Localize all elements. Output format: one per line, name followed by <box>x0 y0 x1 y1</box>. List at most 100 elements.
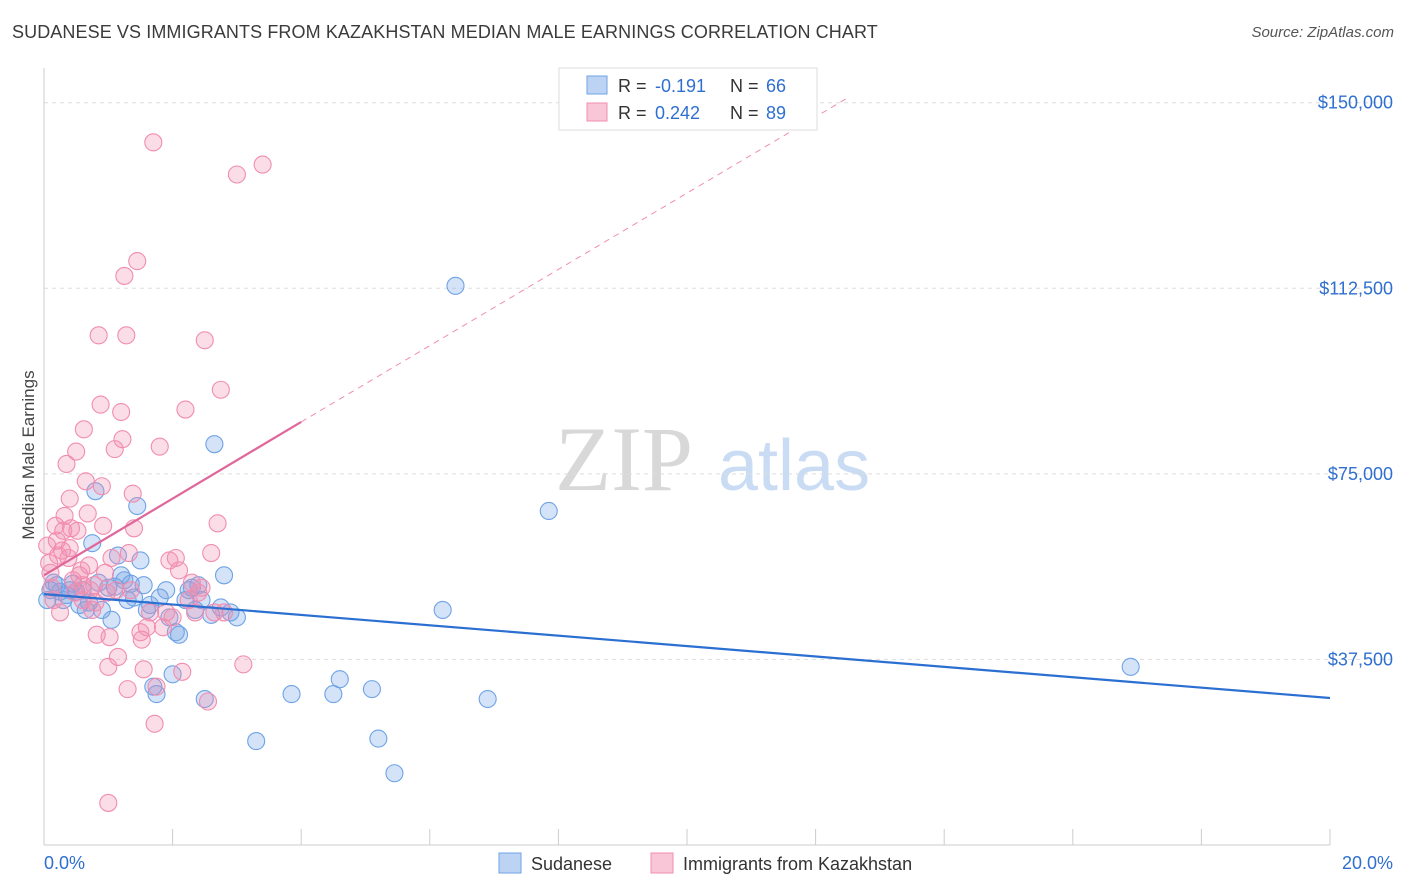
legend-n-label-2: N = <box>730 103 759 123</box>
kazakhstan-point <box>169 561 189 580</box>
bottom-legend-label-kazakhstan: Immigrants from Kazakhstan <box>683 854 912 874</box>
kazakhstan-point <box>227 165 246 184</box>
kazakhstan-point <box>115 266 134 285</box>
sudanese-point <box>362 680 381 699</box>
chart-title: SUDANESE VS IMMIGRANTS FROM KAZAKHSTAN M… <box>12 22 878 42</box>
kazakhstan-point <box>211 380 230 399</box>
sudanese-point <box>157 581 176 600</box>
kazakhstan-point <box>123 484 142 503</box>
source-label: Source: ZipAtlas.com <box>1251 24 1394 41</box>
sudanese-point <box>330 670 349 689</box>
legend-r-label-2: R = <box>618 103 647 123</box>
sudanese-point <box>1121 657 1140 676</box>
sudanese-point <box>195 689 214 709</box>
kazakhstan-point <box>118 680 137 699</box>
sudanese-point <box>141 595 160 615</box>
sudanese-point <box>205 435 224 454</box>
kazakhstan-point <box>79 556 99 575</box>
kazakhstan-point <box>113 430 132 449</box>
kazakhstan-point <box>57 454 76 474</box>
kazakhstan-point <box>186 603 205 622</box>
correlation-legend: R = -0.191 N = 66 R = 0.242 N = 89 <box>558 67 818 131</box>
kazakhstan-point <box>202 543 221 563</box>
kazakhstan-point <box>106 581 126 600</box>
trend-lines <box>43 97 1331 700</box>
sudanese-point <box>385 764 404 783</box>
bottom-legend-swatch-sudanese <box>498 852 522 874</box>
kazakhstan-point <box>176 400 195 419</box>
sudanese-point <box>446 276 465 295</box>
kazakhstan-point <box>173 662 192 681</box>
kazakhstan-point <box>128 252 147 271</box>
kazakhstan-point <box>94 516 113 535</box>
sudanese-point <box>247 732 266 751</box>
watermark-zip: ZIP <box>555 408 693 510</box>
x-tick-label-min: 0.0% <box>44 853 85 873</box>
sudanese-point <box>92 600 111 620</box>
kazakhstan-point <box>99 657 118 676</box>
kazakhstan-point <box>145 714 164 733</box>
y-tick-label: $75,000 <box>1328 464 1393 484</box>
y-axis-title: Median Male Earnings <box>19 370 38 539</box>
kazakhstan-point <box>141 603 160 622</box>
kazakhstan-point <box>89 326 108 345</box>
kazakhstan-point <box>102 548 121 568</box>
legend-swatch-sudanese <box>586 75 608 95</box>
kazakhstan-point <box>234 655 253 674</box>
kazakhstan-point <box>92 477 111 496</box>
kazakhstan-point <box>76 472 95 491</box>
legend-n-value-1: 66 <box>766 76 786 96</box>
sudanese-point <box>478 689 497 709</box>
kazakhstan-point <box>100 628 119 647</box>
sudanese-trend-line <box>43 593 1331 700</box>
kazakhstan-point <box>153 618 173 637</box>
sudanese-point <box>433 600 452 620</box>
kazakhstan-point <box>73 576 92 595</box>
kazakhstan-point <box>119 543 138 563</box>
series-legend: Sudanese Immigrants from Kazakhstan <box>498 852 912 874</box>
kazakhstan-point <box>253 155 272 174</box>
kazakhstan-point <box>163 608 182 627</box>
watermark-atlas: atlas <box>718 426 870 506</box>
y-tick-label: $150,000 <box>1318 93 1393 113</box>
kazakhstan-point <box>67 442 86 461</box>
y-tick-label: $112,500 <box>1319 278 1393 298</box>
kazakhstan-point <box>150 437 169 456</box>
kazakhstan-point <box>182 573 201 592</box>
x-tick-label-max: 20.0% <box>1342 853 1393 873</box>
legend-r-value-1: -0.191 <box>655 76 706 96</box>
kazakhstan-point <box>121 581 140 600</box>
kazakhstan-trend-line <box>43 420 302 577</box>
kazakhstan-point <box>51 603 70 622</box>
bottom-legend-swatch-kazakhstan <box>650 852 674 874</box>
bottom-legend-label-sudanese: Sudanese <box>531 854 612 874</box>
y-tick-label: $37,500 <box>1328 649 1393 669</box>
axes <box>43 68 1331 846</box>
sudanese-point <box>539 501 558 521</box>
kazakhstan-point <box>60 539 79 558</box>
kazakhstan-point <box>137 618 156 637</box>
sudanese-point <box>282 685 301 704</box>
kazakhstan-point <box>74 420 93 439</box>
gridlines <box>44 102 1392 660</box>
sudanese-point <box>214 566 234 585</box>
tick-labels: $37,500 $75,000 $112,500 $150,000 0.0% 20.0% <box>44 93 1393 873</box>
legend-swatch-kazakhstan <box>586 102 608 122</box>
kazakhstan-trend-extension <box>300 97 849 423</box>
kazakhstan-point <box>208 514 227 533</box>
kazakhstan-point <box>134 660 153 679</box>
sudanese-point <box>169 625 189 644</box>
kazakhstan-point <box>195 331 214 350</box>
kazakhstan-point <box>147 677 166 696</box>
kazakhstan-point <box>105 440 124 459</box>
kazakhstan-point <box>214 603 234 622</box>
sudanese-point <box>369 729 388 748</box>
kazakhstan-point <box>112 402 131 422</box>
legend-n-value-2: 89 <box>766 103 786 123</box>
kazakhstan-point <box>198 692 218 711</box>
kazakhstan-point <box>144 133 163 152</box>
legend-n-label-1: N = <box>730 76 759 96</box>
legend-r-value-2: 0.242 <box>655 103 700 123</box>
kazakhstan-point <box>189 583 208 602</box>
